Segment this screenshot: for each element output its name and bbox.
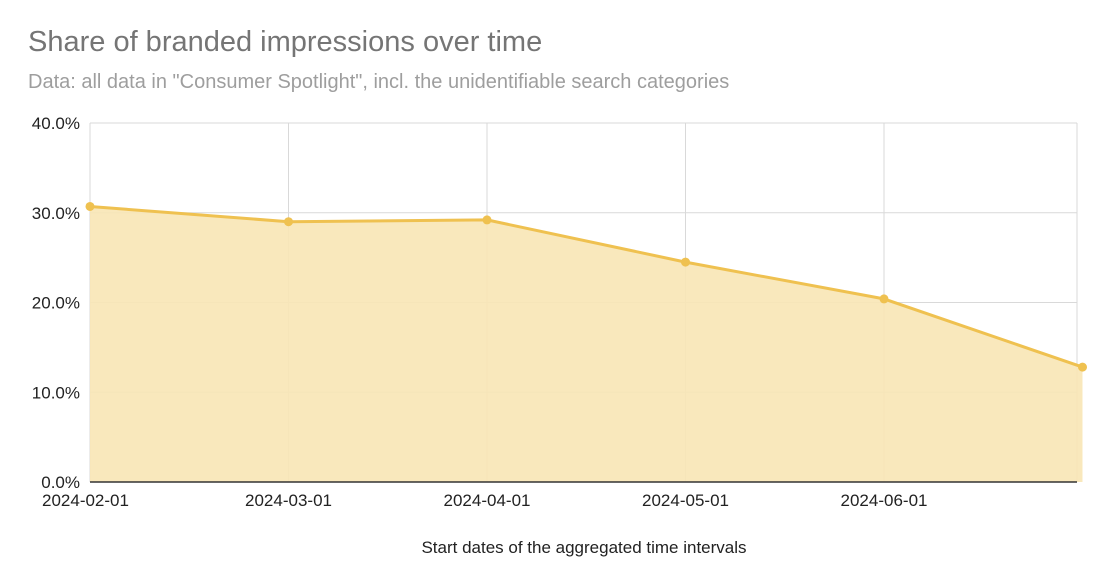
data-point xyxy=(482,215,492,225)
series-area-fill xyxy=(90,206,1083,482)
data-point xyxy=(879,294,889,304)
x-tick-label: 2024-03-01 xyxy=(245,491,332,510)
y-axis-ticks: 0.0% 10.0% 20.0% 30.0% 40.0% xyxy=(32,114,80,492)
y-tick-label: 40.0% xyxy=(32,114,80,133)
x-tick-label: 2024-05-01 xyxy=(642,491,729,510)
chart-subtitle: Data: all data in "Consumer Spotlight", … xyxy=(28,71,730,93)
y-tick-label: 0.0% xyxy=(41,473,80,492)
x-tick-label: 2024-02-01 xyxy=(42,491,129,510)
data-point xyxy=(681,257,690,267)
y-tick-label: 30.0% xyxy=(32,204,80,223)
x-axis-label: Start dates of the aggregated time inter… xyxy=(421,538,747,557)
data-point xyxy=(85,201,95,211)
data-point xyxy=(1078,362,1087,372)
series-points xyxy=(85,201,1087,372)
y-tick-label: 20.0% xyxy=(32,294,80,313)
x-tick-label: 2024-04-01 xyxy=(444,491,531,510)
data-point xyxy=(284,217,293,227)
y-tick-label: 10.0% xyxy=(32,383,80,402)
series-line xyxy=(89,205,1083,369)
chart-title: Share of branded impressions over time xyxy=(28,26,543,58)
x-axis-ticks: 2024-02-01 2024-03-01 2024-04-01 2024-05-01… xyxy=(42,491,927,510)
x-tick-label: 2024-06-01 xyxy=(841,491,928,510)
